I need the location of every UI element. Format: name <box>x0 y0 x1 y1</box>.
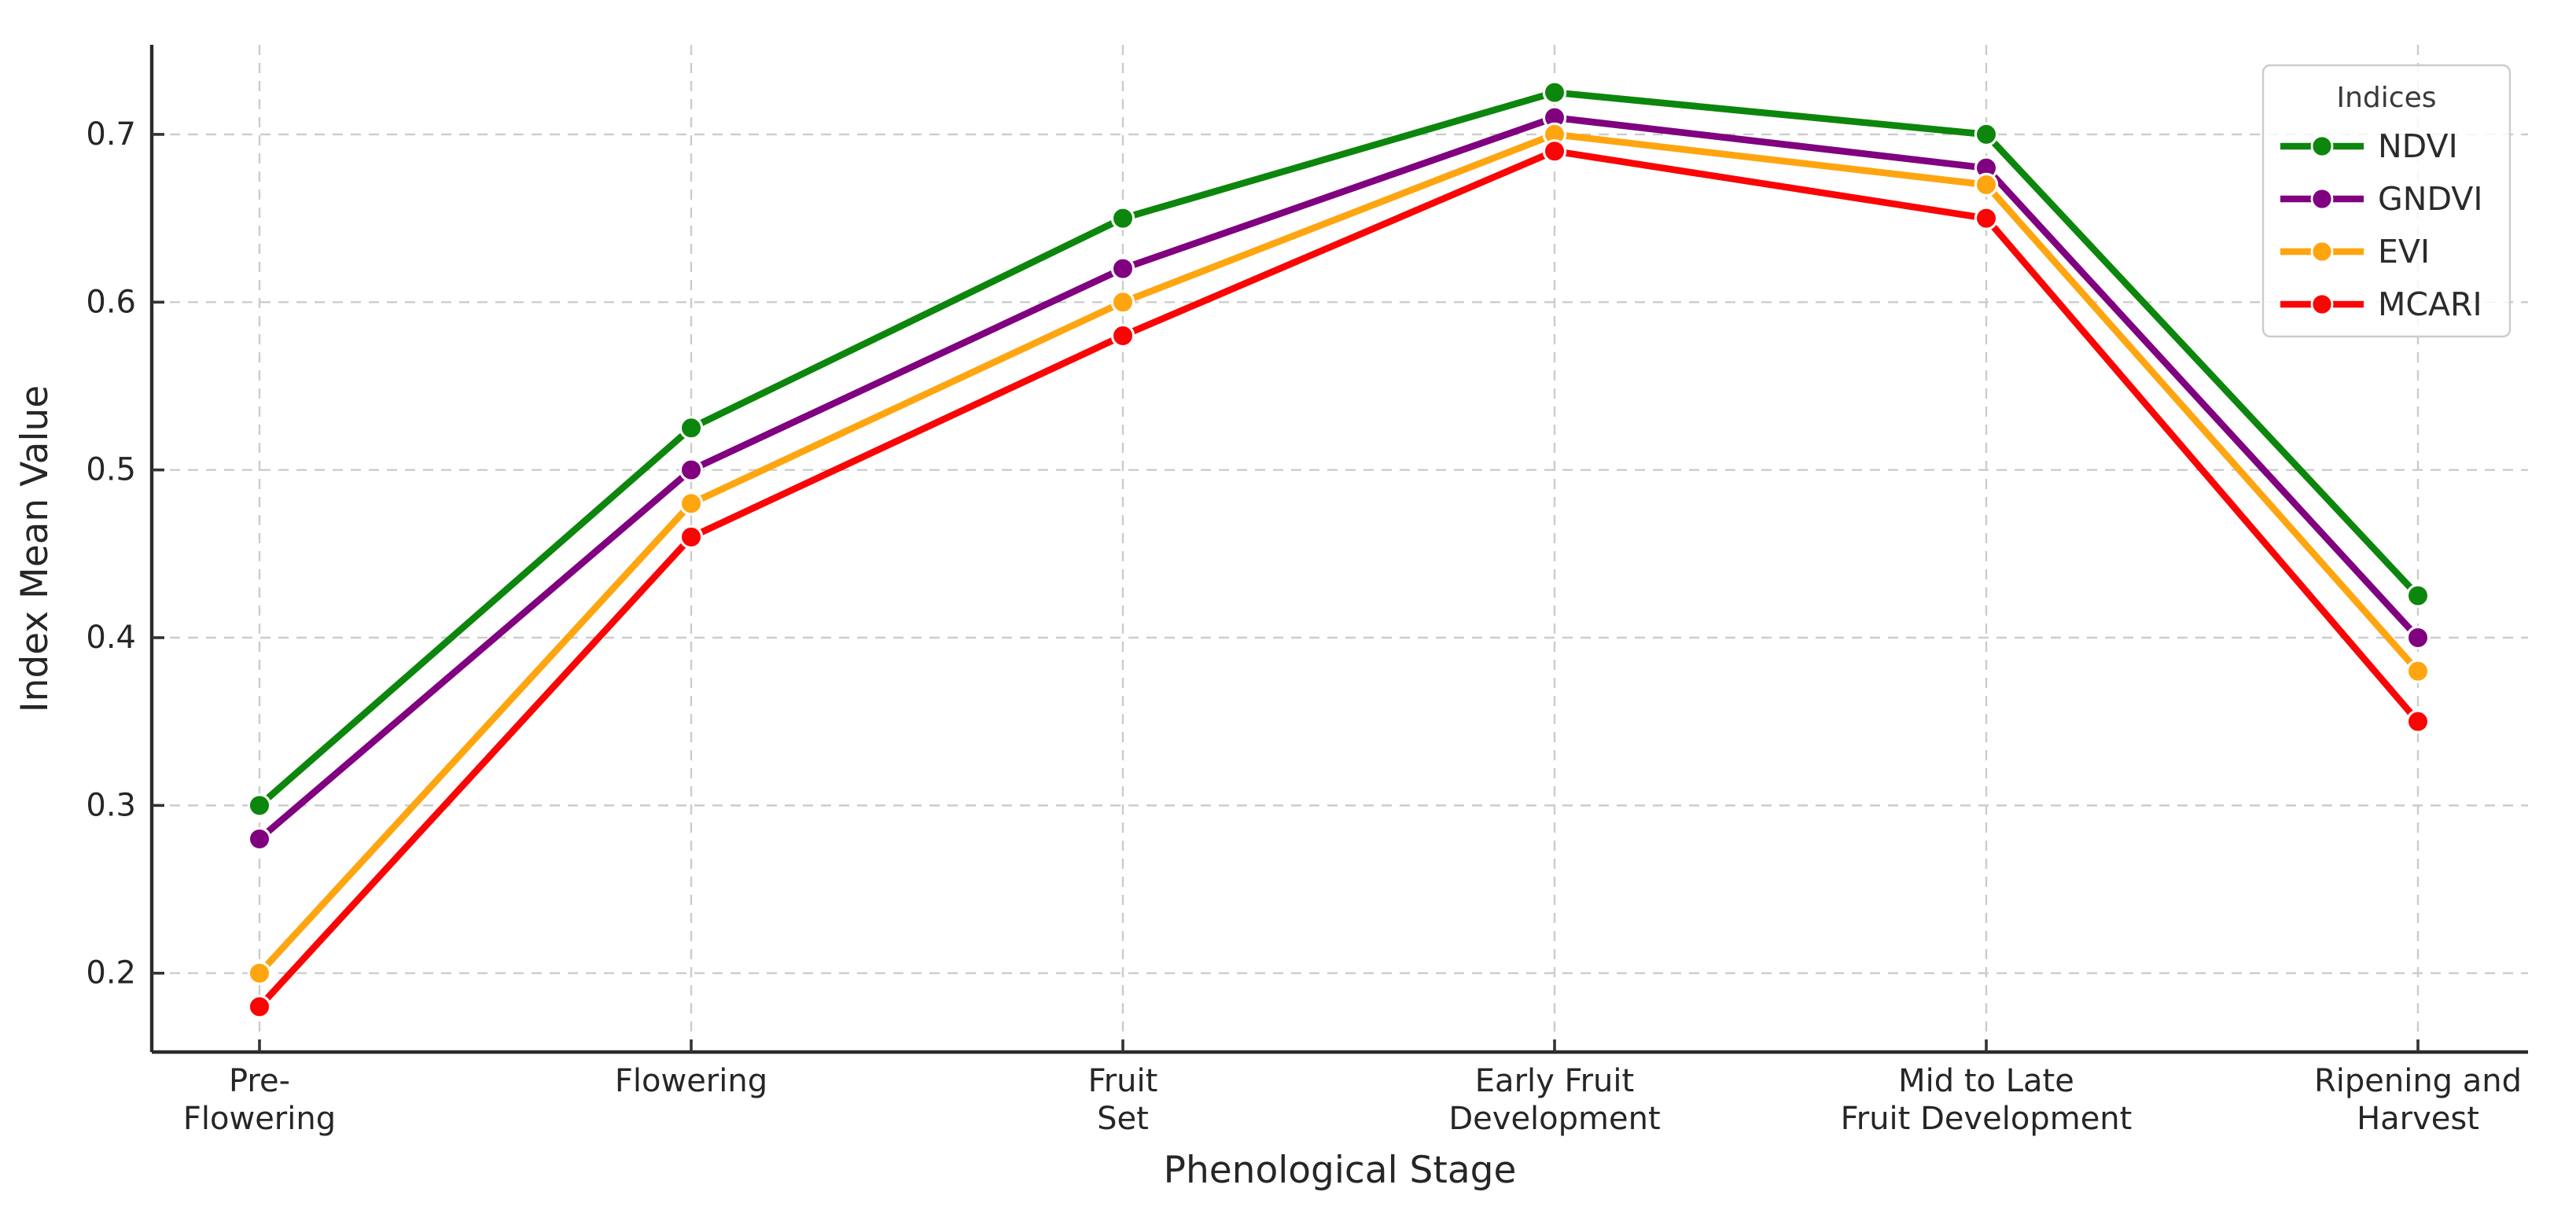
y-tick-label: 0.7 <box>86 116 136 153</box>
data-point-GNDVI <box>1110 256 1135 281</box>
data-point-MCARI <box>2405 709 2431 734</box>
y-tick-label: 0.6 <box>86 284 136 320</box>
data-point-NDVI <box>1110 206 1135 230</box>
series-line-GNDVI <box>256 114 2422 843</box>
legend-label: NDVI <box>2378 127 2458 165</box>
legend-item-GNDVI: GNDVI <box>2280 180 2482 218</box>
data-point-MCARI <box>1542 139 1567 164</box>
y-tick-label: 0.2 <box>86 955 136 991</box>
x-tick-label: Mid to Late Fruit Development <box>1841 1063 2133 1137</box>
series-line-EVI <box>256 131 2422 977</box>
data-point-GNDVI <box>679 458 704 482</box>
legend-label: EVI <box>2378 233 2430 270</box>
legend: Indices NDVI GNDVI EVI MCARI <box>2261 64 2512 338</box>
data-point-EVI <box>1974 172 1999 197</box>
data-point-NDVI <box>247 793 272 818</box>
grid-layer <box>152 45 2528 1052</box>
x-tick-label: Ripening and Harvest <box>2314 1063 2522 1137</box>
data-point-NDVI <box>679 416 704 440</box>
data-point-MCARI <box>247 995 272 1019</box>
y-axis-title: Index Mean Value <box>13 385 57 712</box>
x-tick-label: Fruit Set <box>1088 1063 1158 1137</box>
y-tick-label: 0.4 <box>86 620 136 656</box>
legend-label: GNDVI <box>2378 180 2482 218</box>
data-point-EVI <box>679 491 704 516</box>
data-point-NDVI <box>1974 122 1999 147</box>
axis-spines <box>149 45 2528 1054</box>
legend-item-MCARI: MCARI <box>2280 285 2482 323</box>
data-point-MCARI <box>1110 323 1135 348</box>
legend-item-NDVI: NDVI <box>2280 127 2458 165</box>
data-point-EVI <box>1110 290 1135 315</box>
y-tick-label: 0.5 <box>86 452 136 488</box>
series-line-MCARI <box>256 147 2422 1010</box>
axis-tick-labels: 0.2 0.3 0.4 0.5 0.6 0.7 Pre-Flowering Flowering… <box>86 116 2522 1137</box>
data-point-MCARI <box>1974 206 1999 230</box>
legend-item-EVI: EVI <box>2280 233 2430 270</box>
data-point-GNDVI <box>2405 625 2431 650</box>
x-tick-label: Flowering <box>615 1063 767 1099</box>
series-layer <box>247 80 2431 1019</box>
legend-label: MCARI <box>2378 285 2482 323</box>
legend-marker-sample <box>2310 240 2334 263</box>
legend-marker-sample <box>2310 292 2334 316</box>
data-point-MCARI <box>679 524 704 550</box>
y-tick-label: 0.3 <box>86 787 136 823</box>
data-point-NDVI <box>1542 80 1567 105</box>
series-line-NDVI <box>256 89 2422 809</box>
legend-title: Indices <box>2337 82 2437 114</box>
data-point-EVI <box>2405 659 2431 683</box>
legend-marker-sample <box>2310 134 2334 158</box>
legend-box <box>2261 64 2512 338</box>
legend-entries: NDVI GNDVI EVI MCARI <box>2280 127 2482 323</box>
x-tick-label: Pre-Flowering <box>183 1063 336 1137</box>
data-point-NDVI <box>2405 583 2431 608</box>
data-point-EVI <box>247 961 272 985</box>
x-axis-title: Phenological Stage <box>1164 1149 1517 1192</box>
data-point-GNDVI <box>247 826 272 852</box>
legend-marker-sample <box>2310 187 2334 211</box>
axis-ticks <box>152 133 2420 1052</box>
x-tick-label: Early Fruit Development <box>1448 1063 1660 1137</box>
